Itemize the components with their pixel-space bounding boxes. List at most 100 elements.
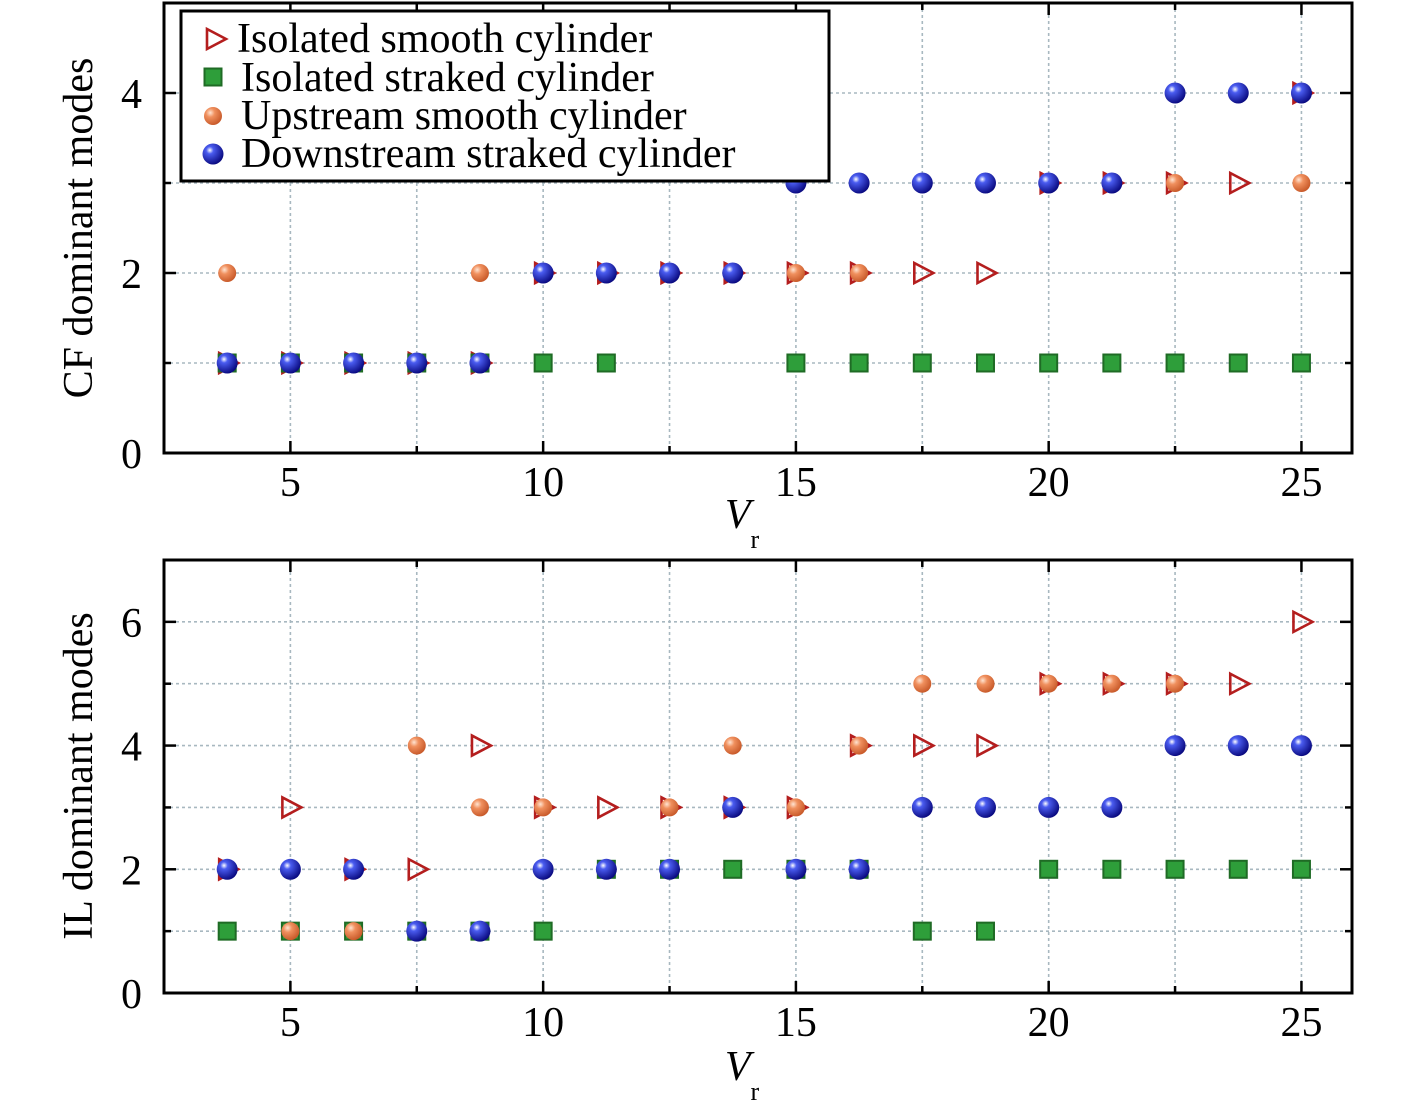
il-x-axis-title: Vr — [725, 1044, 760, 1106]
cf-point-isolated-straked — [596, 353, 616, 373]
il-point-downstream-straked — [659, 858, 681, 880]
legend-entry-upstream-smooth: Upstream smooth cylinder — [241, 93, 687, 139]
il-point-downstream-straked — [848, 858, 870, 880]
cf-ticks — [162, 3, 1352, 455]
cf-point-isolated-straked — [1102, 353, 1122, 373]
il-point-upstream-smooth — [723, 736, 742, 755]
legend-marker-isolated-straked — [203, 67, 223, 87]
il-point-isolated-smooth — [470, 733, 494, 758]
cf-point-upstream-smooth — [470, 264, 489, 282]
cf-point-downstream-straked — [974, 172, 996, 194]
il-point-downstream-straked — [1038, 796, 1060, 818]
il-point-isolated-smooth — [407, 857, 431, 882]
cf-point-downstream-straked — [848, 172, 870, 194]
cf-point-isolated-straked — [849, 353, 869, 373]
cf-point-upstream-smooth — [1292, 174, 1311, 192]
cf-panel: 5 10 15 20 25 0 2 4 CF dominant modes Vr Isola… — [56, 1, 1354, 554]
il-y-tick-label: 6 — [121, 601, 142, 647]
il-point-upstream-smooth — [534, 798, 553, 817]
il-point-downstream-straked — [722, 796, 744, 818]
il-point-downstream-straked — [785, 858, 807, 880]
cf-x-tick-label: 15 — [775, 460, 817, 506]
cf-y-tick-label: 4 — [121, 72, 142, 118]
il-point-downstream-straked — [532, 858, 554, 880]
cf-point-downstream-straked — [911, 172, 933, 194]
il-point-upstream-smooth — [976, 674, 995, 693]
il-plot-frame — [162, 558, 1354, 995]
legend-marker-isolated-smooth — [205, 26, 229, 52]
il-point-isolated-smooth — [976, 733, 1000, 758]
legend-marker-upstream-smooth-icon — [204, 107, 222, 125]
cf-point-upstream-smooth — [850, 264, 869, 282]
cf-point-downstream-straked — [1227, 82, 1249, 104]
il-point-upstream-smooth — [786, 798, 805, 817]
cf-y-tick-label: 2 — [121, 252, 142, 298]
cf-series-downstream-straked — [216, 82, 1312, 374]
il-point-upstream-smooth — [470, 798, 489, 817]
il-point-downstream-straked — [406, 920, 428, 942]
il-point-downstream-straked — [216, 858, 238, 880]
cf-x-tick-label: 25 — [1280, 460, 1322, 506]
il-point-isolated-smooth — [281, 795, 305, 820]
il-point-upstream-smooth — [344, 922, 363, 941]
il-point-downstream-straked — [595, 858, 617, 880]
il-series-downstream-straked — [216, 735, 1312, 942]
il-y-tick-label: 0 — [121, 972, 142, 1018]
il-point-upstream-smooth — [1039, 674, 1058, 693]
cf-point-downstream-straked — [1164, 82, 1186, 104]
cf-y-tick-labels: 0 2 4 — [121, 72, 142, 478]
legend-marker-downstream-straked-icon — [202, 143, 224, 165]
il-point-upstream-smooth — [660, 798, 679, 817]
il-point-isolated-straked — [1102, 859, 1122, 879]
il-x-tick-labels: 5 10 15 20 25 — [280, 1000, 1323, 1046]
il-point-upstream-smooth — [1102, 674, 1121, 693]
legend: Isolated smooth cylinder Isolated strake… — [179, 9, 831, 183]
cf-point-downstream-straked — [1038, 172, 1060, 194]
cf-x-tick-labels: 5 10 15 20 25 — [280, 460, 1323, 506]
cf-point-downstream-straked — [595, 262, 617, 284]
il-point-isolated-straked — [1165, 859, 1185, 879]
legend-entry-isolated-smooth: Isolated smooth cylinder — [237, 16, 652, 62]
il-y-tick-label: 2 — [121, 848, 142, 894]
il-x-axis-subscript: r — [750, 1077, 759, 1106]
cf-point-downstream-straked — [659, 262, 681, 284]
il-point-upstream-smooth — [281, 922, 300, 941]
il-x-tick-label: 25 — [1280, 1000, 1322, 1046]
cf-point-isolated-straked — [1291, 353, 1311, 373]
il-x-tick-label: 20 — [1028, 1000, 1070, 1046]
il-point-isolated-straked — [533, 921, 553, 941]
legend-entry-isolated-straked: Isolated straked cylinder — [241, 55, 654, 101]
cf-point-isolated-straked — [1165, 353, 1185, 373]
il-point-isolated-straked — [217, 921, 237, 941]
il-point-downstream-straked — [911, 796, 933, 818]
il-point-downstream-straked — [1164, 735, 1186, 757]
il-point-upstream-smooth — [913, 674, 932, 693]
legend-entry-downstream-straked: Downstream straked cylinder — [241, 131, 736, 177]
cf-point-downstream-straked — [343, 352, 365, 374]
cf-point-isolated-straked — [1039, 353, 1059, 373]
il-series-isolated-straked — [217, 859, 1311, 941]
legend-marker-upstream-smooth — [204, 107, 222, 125]
cf-point-isolated-straked — [975, 353, 995, 373]
cf-point-downstream-straked — [469, 352, 491, 374]
il-point-upstream-smooth — [1166, 674, 1185, 693]
cf-point-isolated-straked — [533, 353, 553, 373]
il-point-isolated-straked — [1228, 859, 1248, 879]
cf-point-isolated-smooth — [1228, 170, 1253, 196]
legend-marker-isolated-straked-icon — [203, 67, 223, 87]
legend-marker-isolated-smooth-icon — [205, 26, 229, 52]
il-point-downstream-straked — [279, 858, 301, 880]
il-x-tick-label: 15 — [775, 1000, 817, 1046]
il-point-downstream-straked — [1227, 735, 1249, 757]
cf-point-downstream-straked — [279, 352, 301, 374]
il-x-tick-label: 10 — [522, 1000, 564, 1046]
il-y-axis-title: IL dominant modes — [56, 612, 102, 939]
il-point-isolated-straked — [975, 921, 995, 941]
il-y-tick-label: 4 — [121, 725, 142, 771]
il-panel: 5 10 15 20 25 0 2 4 6 IL dominant modes Vr — [56, 558, 1354, 1106]
cf-point-isolated-smooth — [912, 260, 937, 286]
cf-x-axis-title: Vr — [725, 492, 760, 554]
cf-point-upstream-smooth — [786, 264, 805, 282]
cf-x-axis-symbol: V — [725, 492, 755, 538]
cf-point-downstream-straked — [532, 262, 554, 284]
